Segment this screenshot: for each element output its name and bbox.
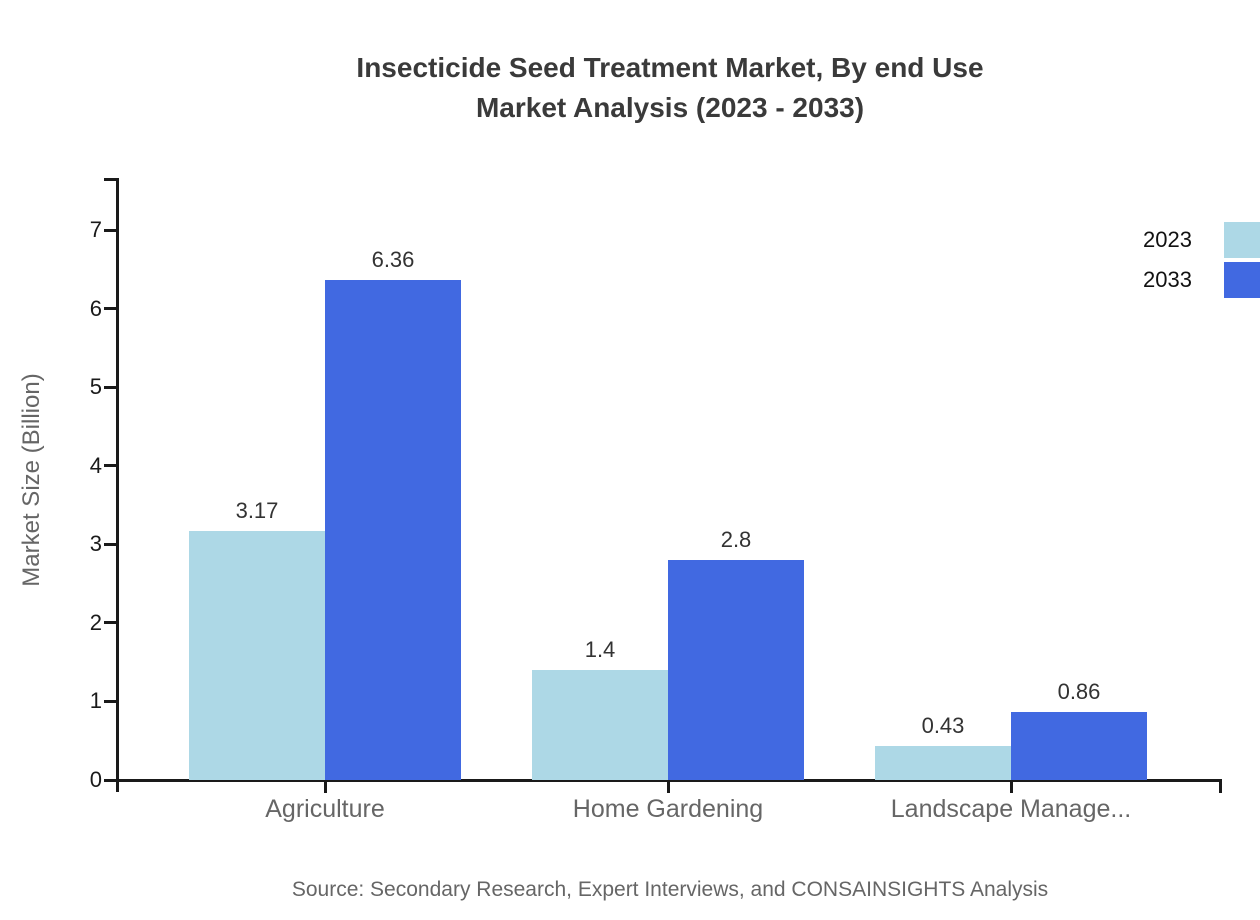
y-tick-label: 3 bbox=[89, 531, 102, 556]
bar-2033-home-gardening bbox=[668, 560, 804, 780]
x-category-label: Agriculture bbox=[265, 795, 385, 823]
legend-label-2033[interactable]: 2033 bbox=[1143, 267, 1192, 292]
y-tick bbox=[104, 386, 116, 389]
source-text: Source: Secondary Research, Expert Inter… bbox=[291, 878, 1049, 901]
y-tick-label: 7 bbox=[89, 217, 102, 242]
y-tick-label: 1 bbox=[89, 688, 102, 713]
y-tick-label: 5 bbox=[89, 374, 102, 399]
bar-value-label: 0.86 bbox=[1057, 679, 1101, 704]
legend-swatch-2033[interactable] bbox=[1224, 262, 1260, 298]
y-tick-label: 0 bbox=[89, 767, 102, 792]
legend-label-2023[interactable]: 2023 bbox=[1143, 227, 1192, 252]
chart-title-line1: Insecticide Seed Treatment Market, By en… bbox=[356, 52, 984, 83]
bar-2023-landscape-manage- bbox=[875, 746, 1011, 780]
y-tick bbox=[104, 464, 116, 467]
x-axis-line bbox=[116, 779, 1222, 782]
y-tick bbox=[104, 779, 116, 782]
bar-2023-agriculture bbox=[189, 531, 325, 780]
y-axis-top-cap bbox=[104, 178, 116, 181]
y-tick bbox=[104, 229, 116, 232]
x-tick bbox=[324, 781, 327, 793]
x-axis-end-tick bbox=[1219, 781, 1222, 793]
x-category-label: Landscape Manage... bbox=[890, 795, 1132, 823]
legend-swatch-2023[interactable] bbox=[1224, 222, 1260, 258]
y-tick-label: 2 bbox=[89, 610, 102, 635]
y-tick bbox=[104, 621, 116, 624]
chart-title: Insecticide Seed Treatment Market, By en… bbox=[80, 48, 1260, 128]
x-tick bbox=[1010, 781, 1013, 793]
bar-2023-home-gardening bbox=[532, 670, 668, 780]
y-tick bbox=[104, 700, 116, 703]
y-tick-label: 6 bbox=[89, 296, 102, 321]
bar-value-label: 3.17 bbox=[235, 498, 279, 523]
y-axis-line bbox=[116, 178, 119, 792]
x-tick bbox=[667, 781, 670, 793]
bar-value-label: 2.8 bbox=[720, 527, 752, 552]
bar-2033-landscape-manage- bbox=[1011, 712, 1147, 780]
bar-value-label: 1.4 bbox=[584, 637, 616, 662]
bar-2033-agriculture bbox=[325, 280, 461, 780]
y-tick bbox=[104, 543, 116, 546]
bar-value-label: 6.36 bbox=[371, 247, 415, 272]
y-tick bbox=[104, 307, 116, 310]
bar-value-label: 0.43 bbox=[921, 713, 965, 738]
y-tick-label: 4 bbox=[89, 453, 102, 478]
x-category-label: Home Gardening bbox=[572, 795, 764, 823]
chart-title-line2: Market Analysis (2023 - 2033) bbox=[475, 92, 865, 123]
